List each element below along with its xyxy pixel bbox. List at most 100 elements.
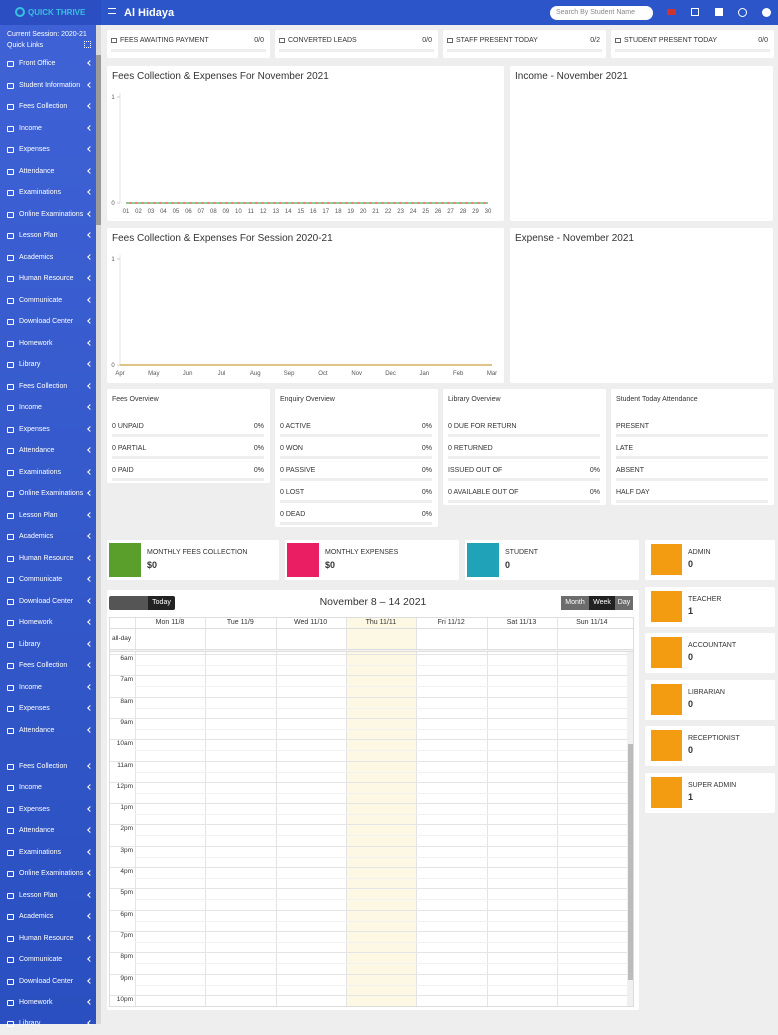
overview-title: Enquiry Overview: [280, 396, 335, 403]
overview-panel: Fees Overview 0 UNPAID 0% 0 PARTIAL 0% 0 PAID…: [107, 389, 270, 483]
flag-icon[interactable]: [667, 9, 676, 15]
menu-item[interactable]: Attendance: [0, 441, 96, 462]
prev-button[interactable]: [109, 596, 129, 610]
day-header: Sun 11/14: [576, 619, 608, 626]
menu-icon: [7, 641, 14, 648]
menu-item[interactable]: Attendance: [0, 721, 96, 742]
overview-percent: 0%: [421, 489, 432, 496]
menu-item[interactable]: Online Examinations: [0, 864, 96, 885]
menu-toggle[interactable]: [108, 8, 116, 14]
menu-item[interactable]: Communicate: [0, 291, 96, 312]
menu-item[interactable]: Examinations: [0, 843, 96, 864]
menu-icon: [7, 362, 14, 368]
menu-item[interactable]: Online Examinations: [0, 484, 96, 505]
x-tick-label: 30: [485, 209, 492, 215]
staff-count: 0: [688, 745, 694, 756]
menu-icon: [7, 319, 14, 325]
menu-item[interactable]: Fees Collection: [0, 377, 96, 398]
day-header: Mon 11/8: [155, 619, 185, 626]
view-button[interactable]: Day: [615, 596, 633, 610]
menu-label: Communicate: [19, 296, 63, 304]
menu-item[interactable]: Fees Collection: [0, 656, 96, 677]
menu-item[interactable]: Front Office: [0, 54, 96, 75]
menu-item[interactable]: Fees Collection: [0, 757, 96, 778]
stat-box: FEES AWAITING PAYMENT 0/0: [107, 30, 270, 58]
tasks-icon[interactable]: [715, 8, 723, 16]
next-button[interactable]: [129, 596, 148, 610]
staff-count: 0: [688, 559, 694, 569]
menu-item[interactable]: Income: [0, 778, 96, 799]
x-tick-label: 02: [135, 209, 142, 215]
menu-item[interactable]: Expenses: [0, 140, 96, 161]
view-button[interactable]: Month: [561, 596, 589, 610]
menu-label: Attendance: [19, 167, 55, 175]
menu-item[interactable]: Lesson Plan: [0, 886, 96, 907]
whatsapp-icon[interactable]: [738, 8, 747, 17]
half-hour-line: [135, 941, 627, 943]
menu-item[interactable]: Homework: [0, 613, 96, 634]
menu-item[interactable]: Expenses: [0, 699, 96, 720]
info-value: $0: [325, 560, 336, 570]
menu-item[interactable]: Expenses: [0, 800, 96, 821]
menu-item[interactable]: Academics: [0, 248, 96, 269]
search-box[interactable]: Search By Student Name: [550, 6, 653, 20]
menu-item[interactable]: Income: [0, 398, 96, 419]
menu-item[interactable]: Communicate: [0, 950, 96, 971]
grid-icon[interactable]: [84, 41, 91, 48]
menu-icon: [7, 426, 14, 433]
menu-item[interactable]: Homework: [0, 993, 96, 1014]
hour-line: [110, 824, 627, 826]
menu-item[interactable]: Attendance: [0, 162, 96, 183]
menu-item[interactable]: Human Resource: [0, 929, 96, 950]
menu-item[interactable]: Download Center: [0, 592, 96, 613]
menu-item[interactable]: Human Resource: [0, 269, 96, 290]
calendar-icon[interactable]: [691, 8, 699, 16]
hour-line: [110, 654, 627, 655]
menu-item[interactable]: Student Information: [0, 76, 96, 97]
x-tick-label: May: [148, 371, 159, 377]
menu-item[interactable]: Fees Collection: [0, 97, 96, 118]
menu-item[interactable]: Download Center: [0, 972, 96, 993]
menu-item[interactable]: Human Resource: [0, 549, 96, 570]
menu-item[interactable]: Income: [0, 119, 96, 140]
menu-item[interactable]: Library: [0, 635, 96, 656]
menu-icon: [7, 340, 14, 347]
view-button[interactable]: Week: [589, 596, 615, 610]
menu-icon: [7, 620, 14, 626]
menu-item[interactable]: Examinations: [0, 463, 96, 484]
menu-item[interactable]: Download Center: [0, 312, 96, 333]
menu-label: Communicate: [19, 576, 63, 583]
today-button[interactable]: Today: [148, 596, 175, 610]
menu-item[interactable]: Lesson Plan: [0, 506, 96, 527]
menu-item[interactable]: Lesson Plan: [0, 226, 96, 247]
menu-item[interactable]: Online Examinations: [0, 205, 96, 226]
menu-item[interactable]: Academics: [0, 907, 96, 928]
overview-percent: 0%: [253, 445, 264, 452]
menu-item[interactable]: Library: [0, 355, 96, 376]
scroll-thumb[interactable]: [96, 55, 101, 225]
menu-item[interactable]: Communicate: [0, 570, 96, 591]
staff-role: SUPER ADMIN: [688, 782, 737, 789]
menu-label: Attendance: [19, 447, 55, 454]
menu-item[interactable]: Academics: [0, 527, 96, 548]
menu-item[interactable]: Examinations: [0, 183, 96, 204]
menu-icon: [7, 211, 14, 218]
staff-icon: [651, 777, 682, 808]
menu-item[interactable]: Homework: [0, 334, 96, 355]
menu-item[interactable]: Income: [0, 678, 96, 699]
menu-label: Human Resource: [19, 934, 74, 942]
chart: 0 1 Apr May Jun Jul Aug Sep Oct Nov Dec Jan Feb Mar: [111, 255, 497, 377]
menu-item[interactable]: Attendance: [0, 821, 96, 842]
column-line: [345, 618, 347, 1006]
overview-label: 0 DEAD: [280, 511, 306, 518]
x-tick-label: 15: [297, 209, 304, 215]
user-icon[interactable]: [762, 8, 771, 17]
time-label: 10am: [116, 740, 133, 748]
calendar-scroll-thumb[interactable]: [628, 744, 633, 980]
half-hour-line: [135, 1005, 627, 1006]
menu-item[interactable]: Expenses: [0, 420, 96, 441]
x-tick-label: 12: [260, 209, 267, 215]
quick-links[interactable]: Quick Links: [7, 42, 44, 49]
menu-icon: [7, 978, 14, 985]
y-tick-label: 0: [111, 363, 115, 369]
